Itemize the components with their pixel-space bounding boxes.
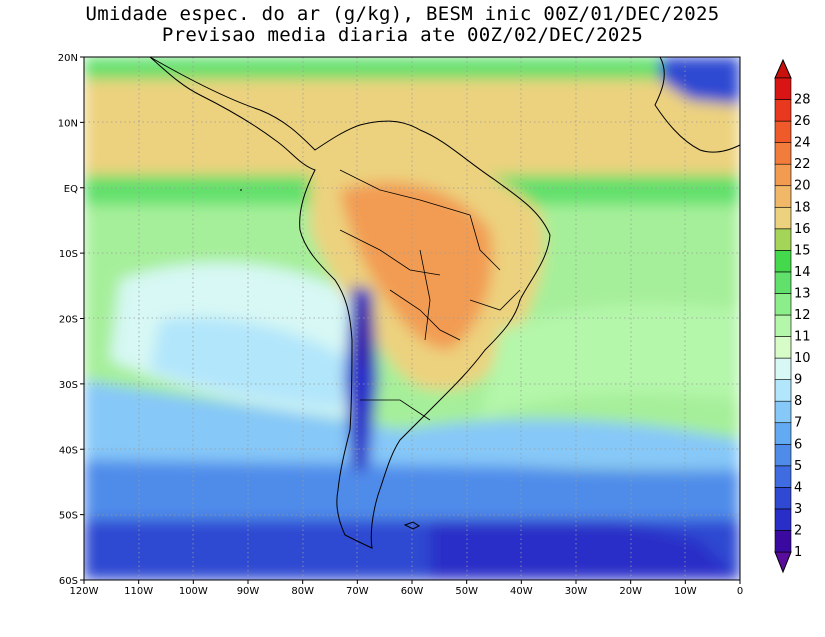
colorbar-swatch [774,250,792,273]
lat-label: EQ [64,184,78,195]
lon-label: 110W [124,586,153,597]
colorbar-swatch [774,465,792,488]
colorbar-swatch [774,120,792,143]
colorbar-under-arrow [774,551,792,574]
lon-label: 120W [70,586,99,597]
colorbar-swatch [774,206,792,230]
colorbar-label: 28 [794,93,811,108]
colorbar-label: 24 [794,136,811,151]
colorbar-swatch [774,508,792,531]
latitude-labels: 20N 10N EQ 10S 20S 30S 40S 50S 60S [58,53,84,587]
lat-label: 30S [59,380,78,391]
colorbar-label: 14 [794,265,811,280]
colorbar-label: 11 [794,330,811,345]
colorbar-label: 12 [794,308,811,323]
colorbar-over-arrow [774,58,792,79]
colorbar-swatch [774,443,792,467]
lat-label: 50S [59,511,78,522]
colorbar-label: 22 [794,157,811,172]
colorbar-swatch [774,185,792,208]
colorbar-label: 15 [794,243,811,258]
colorbar-label: 6 [794,437,802,452]
colorbar-label: 13 [794,286,811,301]
colorbar-label: 18 [794,200,811,215]
lon-label: 100W [179,586,208,597]
map-title-line-1: Umidade espec. do ar (g/kg), BESM inic 0… [85,3,720,25]
colorbar-swatch [774,487,792,510]
colorbar-swatch [774,271,792,294]
colorbar-label: 16 [794,222,811,237]
lat-label: 20N [58,53,78,64]
lon-label: 70W [346,586,369,597]
colorbar-swatch [774,379,792,402]
colorbar-swatch [774,357,792,380]
lon-label: 90W [237,586,260,597]
lat-label: 40S [59,445,78,456]
colorbar-label: 20 [794,179,811,194]
colorbar-swatch [774,163,792,187]
colorbar-swatch [774,77,792,100]
lon-label: 0 [737,586,743,597]
lat-lon-grid [84,57,740,580]
colorbar-label: 4 [794,480,802,495]
colorbar-label: 26 [794,114,811,129]
colorbar-label: 8 [794,394,802,409]
longitude-labels: 120W 110W 100W 90W 80W 70W 60W 50W 40W 30W 20W 10W 0 [70,580,743,597]
colorbar-swatch [774,314,792,337]
lon-label: 50W [455,586,478,597]
lon-label: 40W [510,586,533,597]
lat-label: 10N [58,118,78,129]
colorbar-label: 7 [794,416,802,431]
lat-label: 60S [59,576,78,587]
lat-label: 20S [59,315,78,326]
lon-label: 80W [291,586,314,597]
lon-label: 20W [619,586,642,597]
colorbar-swatch [774,400,792,424]
country-borders [339,169,521,421]
colorbar-label: 9 [794,373,802,388]
colorbar-swatch [774,228,792,251]
colorbar-swatch [774,293,792,316]
lat-label: 10S [59,249,78,260]
lon-label: 30W [565,586,588,597]
colorbar-label: 2 [794,523,802,538]
colorbar-label: 3 [794,502,802,517]
colorbar-swatch [774,142,792,165]
map-title-line-2: Previsao media diaria ate 00Z/02/DEC/202… [161,24,644,46]
lon-label: 10W [674,586,697,597]
colorbar-swatch [774,99,792,122]
colorbar-label: 1 [794,545,802,560]
lon-label: 60W [401,586,424,597]
colorbar-swatch [774,530,792,553]
colorbar-swatch [774,336,792,359]
colorbar-label: 10 [794,351,811,366]
colorbar-swatch [774,422,792,445]
colorbar-label: 5 [794,459,802,474]
coastlines [149,56,741,549]
